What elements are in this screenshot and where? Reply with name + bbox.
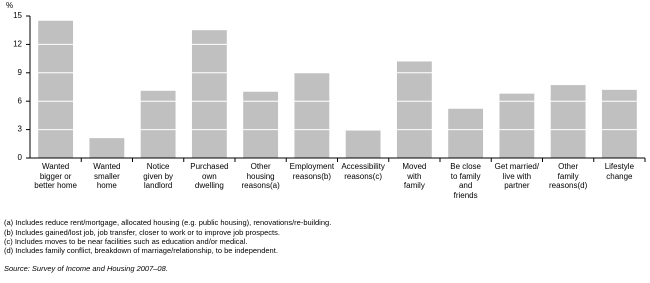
bar bbox=[601, 89, 637, 158]
y-axis-label: % bbox=[6, 1, 13, 10]
footnote: (b) Includes gained/lost job, job transf… bbox=[4, 228, 280, 237]
y-tick-label: 9 bbox=[18, 68, 23, 77]
x-tick-label: Get married/ live with partner bbox=[494, 162, 540, 190]
bar bbox=[140, 90, 176, 158]
footnote: (c) Includes moves to be near facilities… bbox=[4, 237, 248, 246]
x-tick-label: Other housing reasons(a) bbox=[241, 162, 280, 190]
bar bbox=[345, 130, 381, 158]
x-tick-label: Lifestyle change bbox=[604, 162, 635, 181]
bar bbox=[396, 61, 432, 158]
x-tick-label: Employment reasons(b) bbox=[289, 162, 335, 181]
y-tick-label: 6 bbox=[18, 96, 23, 105]
x-tick-label: Wanted smaller home bbox=[93, 162, 121, 190]
source: Source: Survey of Income and Housing 200… bbox=[4, 264, 168, 273]
x-tick-label: Accessibility reasons(c) bbox=[341, 162, 385, 181]
y-tick-label: 12 bbox=[13, 40, 22, 49]
bar bbox=[191, 30, 227, 159]
bar bbox=[448, 108, 484, 158]
bar bbox=[38, 20, 74, 158]
y-tick-label: 3 bbox=[18, 125, 23, 134]
footnote: (a) Includes reduce rent/mortgage, alloc… bbox=[4, 218, 332, 227]
bar bbox=[294, 72, 330, 158]
x-tick-label: Wanted bigger or better home bbox=[34, 162, 77, 190]
y-tick-label: 15 bbox=[13, 11, 22, 20]
x-tick-label: Purchased own dwelling bbox=[190, 162, 229, 190]
y-tick-label: 0 bbox=[18, 153, 23, 162]
x-tick-label: Moved with family bbox=[402, 162, 427, 190]
x-tick-label: Notice given by landlord bbox=[143, 162, 174, 190]
bar bbox=[243, 91, 279, 158]
footnote: (d) Includes family conflict, breakdown … bbox=[4, 246, 278, 255]
bar bbox=[499, 93, 535, 158]
bar bbox=[550, 85, 586, 158]
x-tick-label: Other family reasons(d) bbox=[549, 162, 588, 190]
bar bbox=[89, 138, 125, 158]
x-tick-label: Be close to family and friends bbox=[450, 162, 481, 200]
